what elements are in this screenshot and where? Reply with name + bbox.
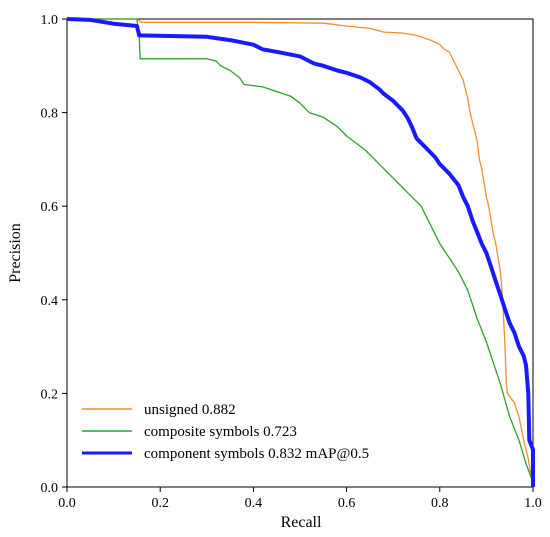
x-tick-label: 0.0 [58,496,76,511]
y-tick-label: 1.0 [41,13,59,28]
y-axis-ticks: 0.0 0.2 0.4 0.6 0.8 1.0 [41,13,67,496]
y-tick-label: 0.4 [41,294,59,309]
x-axis-label: Recall [281,514,322,531]
x-axis-ticks: 0.0 0.2 0.4 0.6 0.8 1.0 [58,487,542,511]
plot-frame [66,18,534,488]
y-tick-label: 0.2 [41,387,59,402]
plot-area [66,17,535,488]
series-line-1 [67,18,534,488]
y-tick-label: 0.8 [41,107,59,122]
series-line-3 [66,17,535,487]
y-tick-label: 0.0 [41,481,59,496]
legend: unsigned 0.882 composite symbols 0.723 com… [82,402,369,462]
x-tick-label: 0.6 [338,496,356,511]
series-line-2 [67,18,534,483]
x-tick-label: 0.8 [431,496,449,511]
legend-label-1: unsigned 0.882 [144,402,236,418]
x-tick-label: 0.4 [245,496,263,511]
legend-label-2: composite symbols 0.723 [144,424,297,440]
x-tick-label: 1.0 [524,496,542,511]
x-tick-label: 0.2 [151,496,169,511]
y-axis-label: Precision [7,223,24,283]
legend-label-3: component symbols 0.832 mAP@0.5 [144,446,369,462]
y-tick-label: 0.6 [41,200,59,215]
